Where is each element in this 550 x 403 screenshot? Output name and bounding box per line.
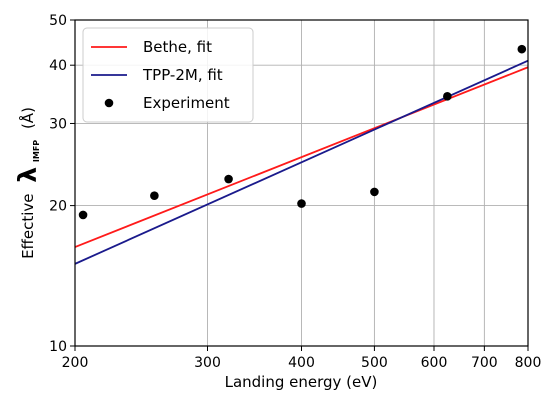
x-tick-label: 600 [421, 355, 448, 371]
x-tick-label: 400 [288, 355, 315, 371]
legend-label: Bethe, fit [143, 38, 212, 56]
y-axis-label-unit: (Å) [18, 107, 37, 129]
data-point [370, 187, 379, 197]
y-tick-label: 10 [49, 339, 67, 355]
data-point [517, 44, 527, 54]
x-tick-label: 500 [361, 355, 388, 371]
series [74, 44, 529, 265]
data-point [443, 92, 452, 101]
ticks [70, 19, 529, 351]
y-tick-label: 40 [49, 58, 67, 74]
y-tick-label: 30 [49, 116, 67, 132]
x-tick-label: 300 [194, 355, 221, 371]
y-axis-label: Effective λ IMFP (Å) [13, 107, 43, 259]
y-axis-label-prefix: Effective [19, 193, 37, 258]
data-point [150, 191, 159, 201]
series-line [74, 59, 529, 265]
tick-labels: 200 300 400 500 600 700 800 10 20 30 40 50 [49, 13, 541, 371]
legend: Bethe, fit TPP-2M, fit Experiment [82, 27, 254, 123]
x-tick-label: 700 [471, 355, 498, 371]
data-point [224, 174, 233, 184]
x-tick-label: 800 [515, 355, 542, 371]
series-line [74, 66, 529, 248]
y-axis-label-symbol: λ [13, 167, 42, 183]
legend-label: Experiment [143, 94, 230, 112]
legend-box [82, 27, 254, 123]
plot-frame [74, 19, 529, 347]
y-tick-label: 20 [49, 199, 67, 215]
legend-swatch [104, 98, 114, 108]
y-tick-label: 50 [49, 13, 67, 29]
svg-text:Effective λ IMFP: Effective λ IMFP (Å) [13, 107, 43, 259]
x-tick-label: 200 [62, 355, 89, 371]
y-axis-label-subscript: IMFP [32, 140, 41, 162]
data-point [78, 210, 88, 220]
legend-label: TPP-2M, fit [142, 66, 223, 84]
data-point [297, 199, 306, 208]
x-axis-label: Landing energy (eV) [225, 373, 378, 391]
